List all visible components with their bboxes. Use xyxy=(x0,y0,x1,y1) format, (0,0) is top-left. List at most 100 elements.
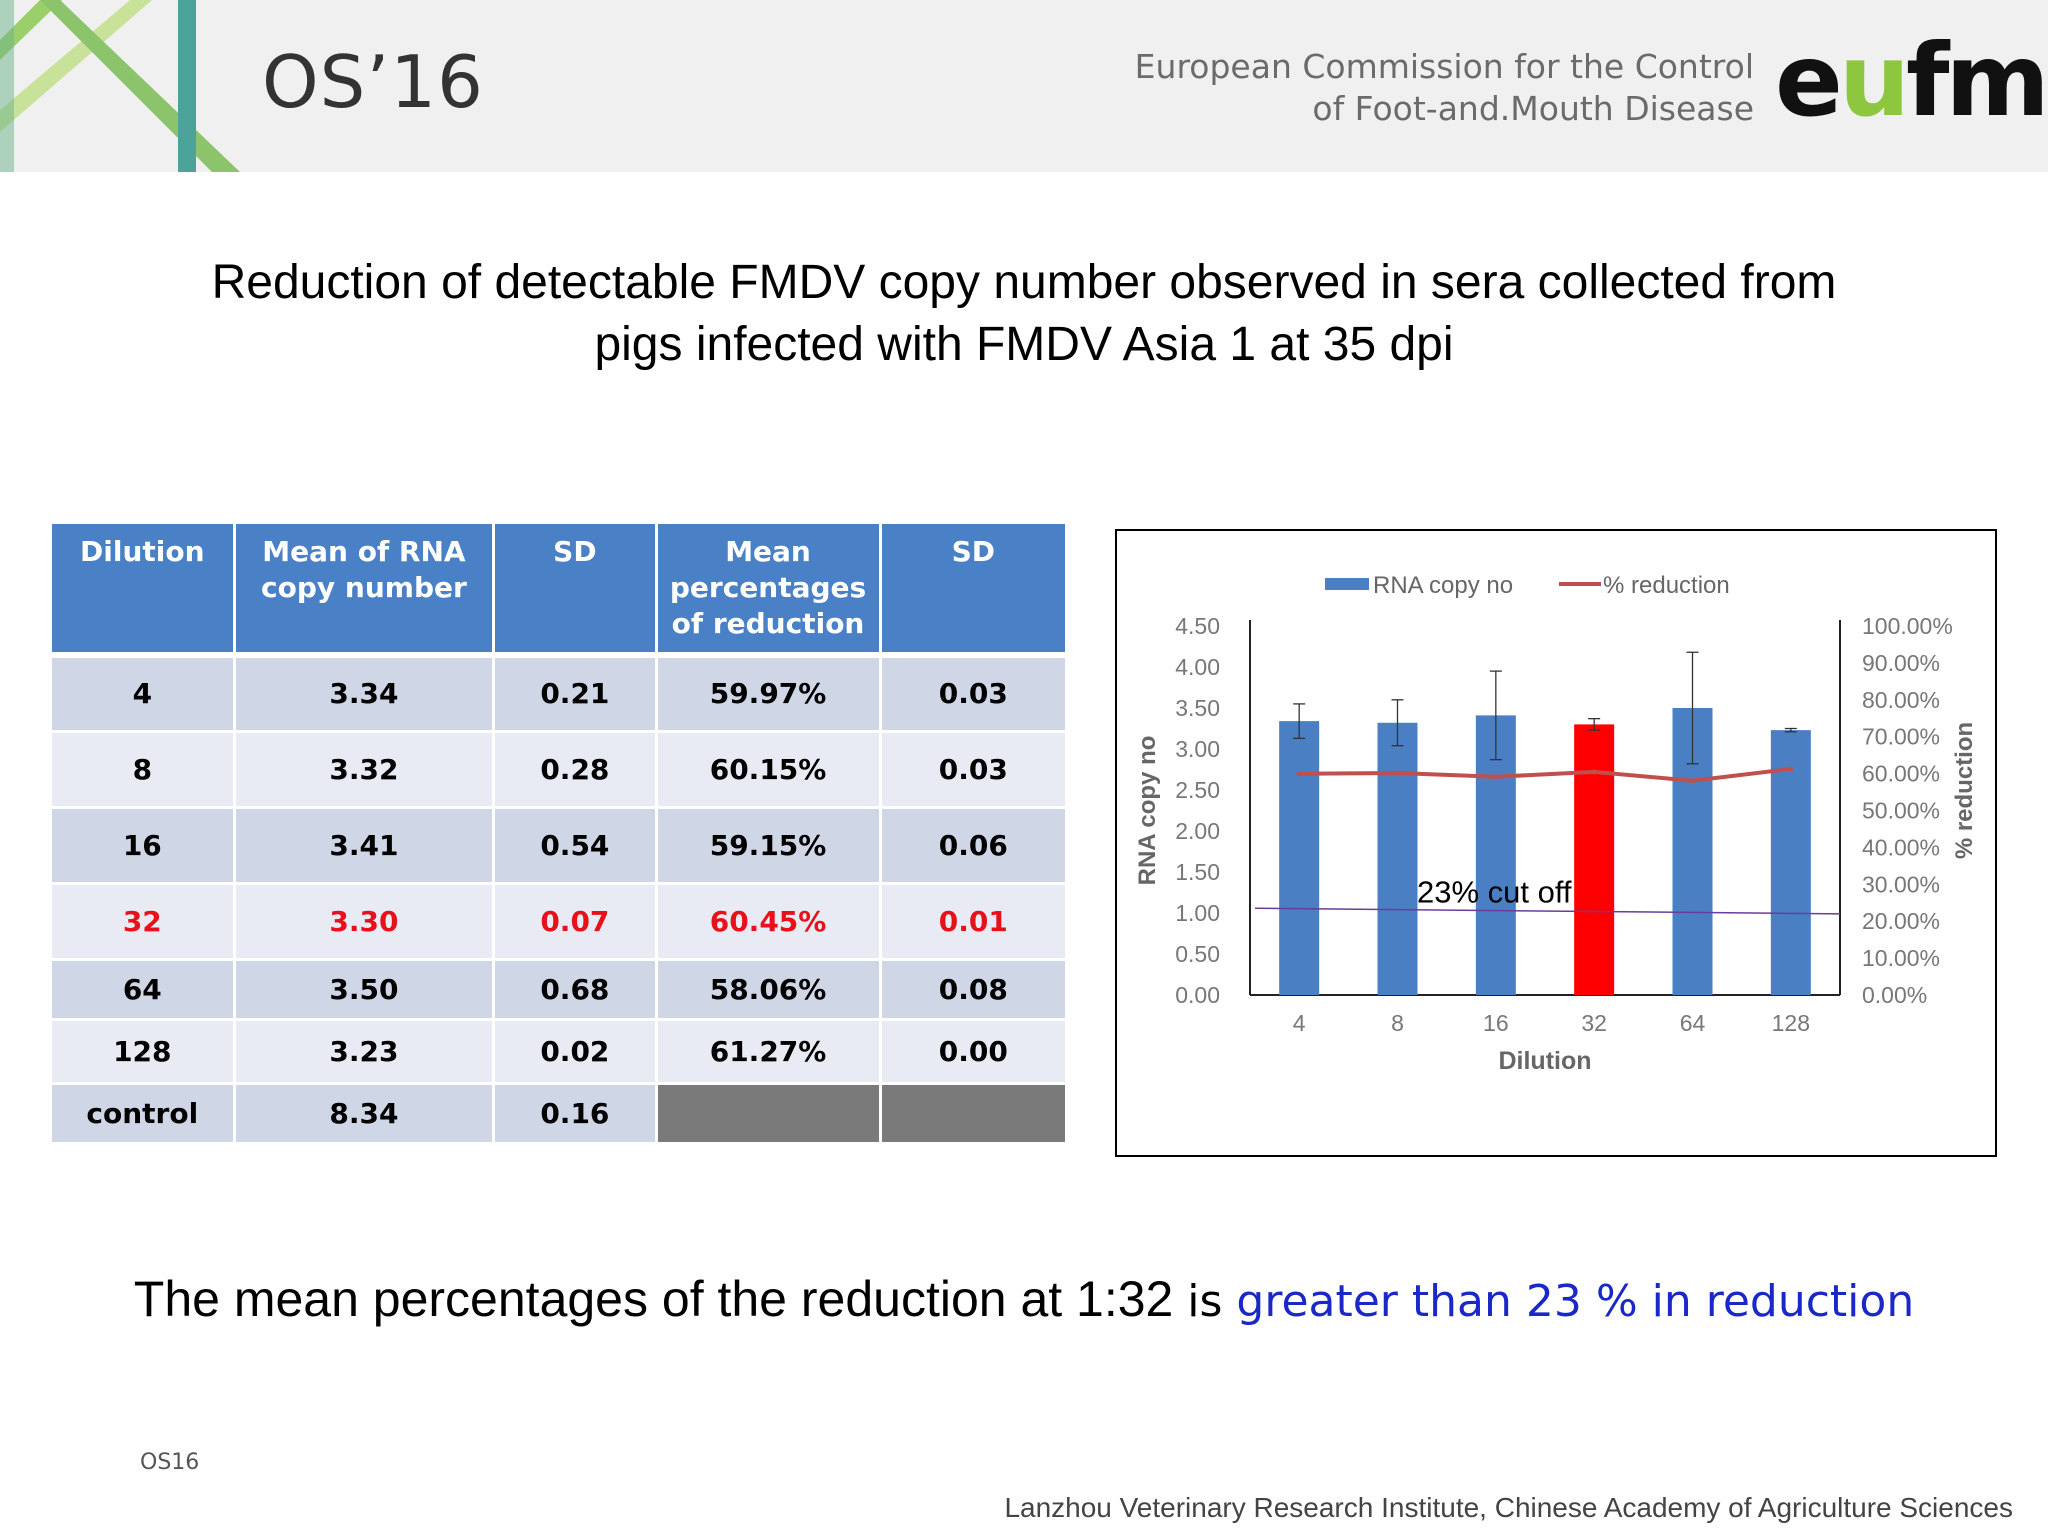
table-cell: 60.15% xyxy=(656,731,882,809)
y-tick-label: 0.00 xyxy=(1175,982,1220,1008)
reduction-point xyxy=(1690,778,1695,784)
header-mean-rna: Mean of RNA copy number xyxy=(234,524,496,658)
x-tick-label: 128 xyxy=(1772,1010,1810,1036)
table-row: 32 3.30 0.07 60.45% 0.01 xyxy=(52,883,1069,961)
eufmd-logo-part1: e xyxy=(1775,22,1843,139)
y-tick-label: 3.50 xyxy=(1175,695,1220,721)
chart-frame: 0.00 0.50 1.00 1.50 2.00 2.50 3.00 3.50 4.00 4.50… xyxy=(1115,529,1997,1157)
bar xyxy=(1475,715,1516,995)
table-cell: 0.68 xyxy=(493,959,658,1021)
footer-label: OS16 xyxy=(140,1450,200,1475)
cutoff-line xyxy=(1254,907,1841,915)
y2-tick-label: 0.00% xyxy=(1862,982,1927,1008)
x-tick-label: 8 xyxy=(1391,1010,1404,1036)
table-cell: 0.06 xyxy=(880,807,1069,885)
table-row: 8 3.32 0.28 60.15% 0.03 xyxy=(52,731,1069,809)
table-cell: 0.02 xyxy=(493,1019,658,1085)
reduction-point xyxy=(1493,774,1499,780)
reduction-point xyxy=(1395,770,1400,776)
table-cell: 32 xyxy=(52,883,236,961)
table-cell: 0.01 xyxy=(880,883,1069,961)
y2-tick-label: 70.00% xyxy=(1862,724,1940,750)
table-header-row: Dilution Mean of RNA copy number SD Mean… xyxy=(52,524,1069,658)
table-cell: 58.06% xyxy=(656,959,882,1021)
y2-tick-label: 30.00% xyxy=(1862,871,1940,897)
organization-name: European Commission for the Control of F… xyxy=(1135,46,1754,130)
reduction-point xyxy=(1591,769,1597,775)
y2-tick-label: 90.00% xyxy=(1862,650,1940,676)
header-sd-rna: SD xyxy=(493,524,658,658)
table-cell: 3.34 xyxy=(234,655,496,733)
bar xyxy=(1279,721,1320,995)
y-axis-label: RNA copy no xyxy=(1134,736,1161,886)
table-cell xyxy=(656,1083,882,1145)
table-cell: 61.27% xyxy=(656,1019,882,1085)
y2-tick-label: 20.00% xyxy=(1862,908,1940,934)
x-tick-label: 64 xyxy=(1680,1010,1706,1036)
reduction-line xyxy=(1299,766,1792,783)
table-cell: 4 xyxy=(52,655,236,733)
reduction-point xyxy=(1296,771,1302,777)
summary-highlight: greater than 23 % in reduction xyxy=(1236,1276,1915,1327)
y-tick-label: 4.50 xyxy=(1175,613,1220,639)
slide-title-line1: Reduction of detectable FMDV copy number… xyxy=(211,256,1837,309)
table-cell: 60.45% xyxy=(656,883,882,961)
y-tick-label: 0.50 xyxy=(1175,941,1220,967)
table-cell: 0.28 xyxy=(493,731,658,809)
y-tick-label: 2.00 xyxy=(1175,818,1220,844)
y-tick-label: 1.00 xyxy=(1175,900,1220,926)
table-cell: 8.34 xyxy=(234,1083,496,1145)
table-cell: 8 xyxy=(52,731,236,809)
bar-line-chart: 0.00 0.50 1.00 1.50 2.00 2.50 3.00 3.50 4.00 4.50… xyxy=(1134,572,1978,1075)
table-cell: 0.00 xyxy=(880,1019,1069,1085)
table-cell: 0.16 xyxy=(493,1083,658,1145)
table-cell: 3.30 xyxy=(234,883,496,961)
footer-institute: Lanzhou Veterinary Research Institute, C… xyxy=(1004,1492,2013,1523)
y2-tick-label: 60.00% xyxy=(1862,761,1940,787)
y2-tick-label: 10.00% xyxy=(1862,945,1940,971)
eufmd-logo-part2: fmd xyxy=(1906,22,2048,139)
y-tick-label: 2.50 xyxy=(1175,777,1220,803)
y-tick-label: 1.50 xyxy=(1175,859,1220,885)
table-cell: 0.21 xyxy=(493,655,658,733)
table-cell: control xyxy=(52,1083,236,1145)
x-axis-label: Dilution xyxy=(1498,1047,1591,1075)
legend-line-label: % reduction xyxy=(1603,572,1730,599)
summary-statement: The mean percentages of the reduction at… xyxy=(0,1270,2048,1328)
table-cell: 0.54 xyxy=(493,807,658,885)
table-cell xyxy=(880,1083,1069,1145)
table-cell: 59.15% xyxy=(656,807,882,885)
y2-tick-label: 50.00% xyxy=(1862,798,1940,824)
organization-name-line2: of Foot-and.Mouth Disease xyxy=(1312,89,1754,128)
table-cell: 3.50 xyxy=(234,959,496,1021)
table-cell: 3.41 xyxy=(234,807,496,885)
table-cell: 0.08 xyxy=(880,959,1069,1021)
table-cell: 0.03 xyxy=(880,731,1069,809)
bar xyxy=(1377,722,1418,995)
legend-bar-swatch xyxy=(1325,578,1369,590)
table-cell: 16 xyxy=(52,807,236,885)
organization-name-line1: European Commission for the Control xyxy=(1134,47,1754,86)
y-tick-label: 3.00 xyxy=(1175,736,1220,762)
header-dilution: Dilution xyxy=(52,524,236,658)
x-tick-label: 16 xyxy=(1483,1010,1509,1036)
table-cell: 3.32 xyxy=(234,731,496,809)
x-tick-label: 4 xyxy=(1293,1010,1306,1036)
reduction-point xyxy=(1788,766,1794,772)
cutoff-label: 23% cut off xyxy=(1417,874,1572,909)
conference-logo-art xyxy=(0,0,240,172)
x-tick-label: 32 xyxy=(1581,1010,1607,1036)
header-sd-reduction: SD xyxy=(880,524,1069,658)
table-row: 4 3.34 0.21 59.97% 0.03 xyxy=(52,655,1069,733)
table-cell: 64 xyxy=(52,959,236,1021)
summary-part2: is xyxy=(1187,1276,1237,1327)
bar xyxy=(1574,724,1615,995)
y-tick-label: 4.00 xyxy=(1175,654,1220,680)
table-row: 16 3.41 0.54 59.15% 0.06 xyxy=(52,807,1069,885)
summary-part1: The mean percentages of the reduction at… xyxy=(133,1271,1188,1327)
table-cell: 3.23 xyxy=(234,1019,496,1085)
table-row: 128 3.23 0.02 61.27% 0.00 xyxy=(52,1019,1069,1085)
header-banner: OS’16 European Commission for the Contro… xyxy=(0,0,2048,172)
slide-title-line2: pigs infected with FMDV Asia 1 at 35 dpi xyxy=(594,318,1454,371)
table-cell: 0.03 xyxy=(880,655,1069,733)
